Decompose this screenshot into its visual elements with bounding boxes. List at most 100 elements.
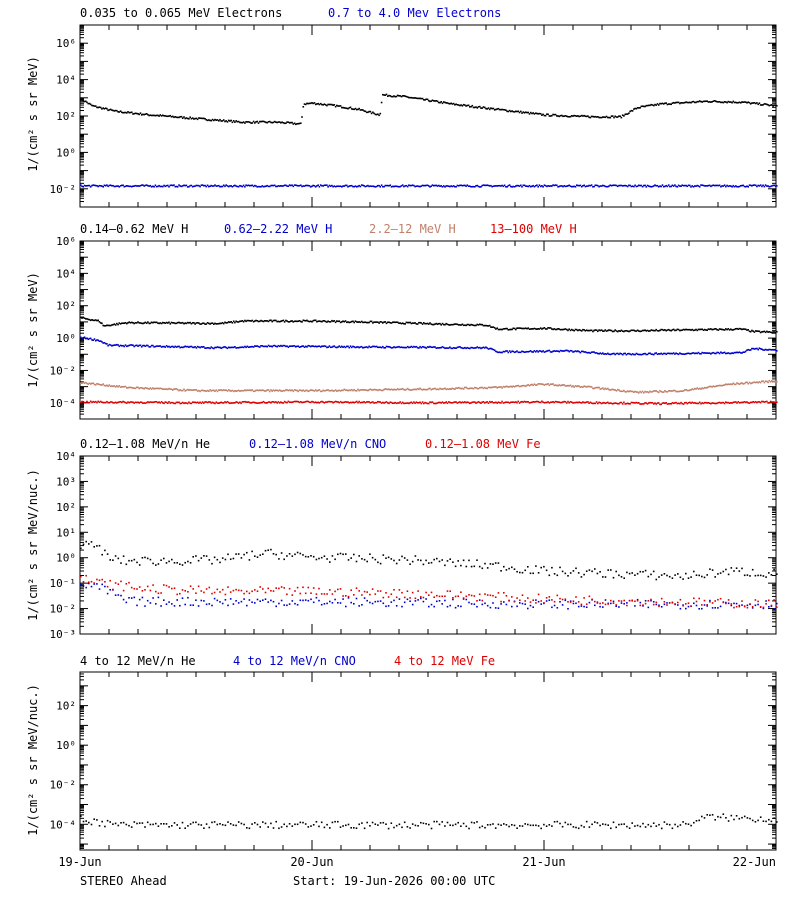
data-point — [403, 601, 406, 604]
data-point — [214, 184, 216, 186]
data-point — [598, 116, 600, 119]
data-point — [655, 328, 657, 331]
data-point — [331, 184, 333, 187]
data-point — [741, 382, 743, 384]
data-point — [703, 604, 706, 606]
data-point — [133, 587, 136, 590]
data-point — [677, 184, 680, 187]
data-point — [224, 120, 226, 123]
data-point — [634, 107, 636, 110]
data-point — [175, 116, 178, 119]
data-point — [421, 323, 424, 325]
data-point — [403, 388, 405, 391]
data-point — [329, 600, 331, 603]
data-point — [725, 383, 727, 385]
data-point — [240, 320, 242, 322]
data-point — [726, 184, 728, 187]
data-point — [572, 602, 575, 605]
data-point — [471, 387, 474, 390]
data-point — [126, 112, 128, 114]
data-point — [468, 594, 470, 596]
data-point — [638, 184, 640, 187]
data-point — [82, 543, 85, 546]
data-point — [349, 185, 352, 187]
data-point — [114, 109, 117, 112]
data-point — [743, 351, 746, 353]
data-point — [497, 328, 500, 331]
data-point — [385, 184, 388, 187]
data-point — [138, 344, 140, 347]
data-point — [189, 562, 192, 564]
data-point — [183, 402, 185, 405]
data-point — [298, 122, 301, 125]
data-point — [152, 114, 154, 117]
data-point — [317, 345, 319, 348]
data-point — [697, 328, 700, 331]
data-point — [554, 384, 557, 386]
data-point — [603, 116, 605, 118]
data-point — [219, 601, 221, 603]
data-point — [765, 576, 767, 578]
data-point — [275, 121, 277, 123]
data-point — [332, 390, 334, 392]
data-point — [224, 321, 226, 324]
data-point — [607, 569, 609, 571]
data-point — [698, 186, 701, 188]
data-point — [475, 106, 477, 108]
data-point — [379, 600, 382, 602]
data-point — [190, 389, 193, 391]
data-point — [741, 600, 743, 602]
data-point — [736, 382, 738, 384]
data-point — [86, 318, 88, 320]
data-point — [714, 607, 716, 609]
data-point — [733, 328, 736, 331]
data-point — [584, 115, 587, 117]
data-point — [695, 574, 698, 576]
data-point — [172, 184, 174, 187]
data-point — [567, 608, 569, 610]
data-point — [176, 388, 179, 391]
data-point — [350, 557, 352, 559]
data-point — [358, 321, 360, 323]
data-point — [761, 348, 763, 350]
data-point — [204, 347, 206, 349]
data-point — [230, 390, 232, 392]
data-point — [227, 604, 229, 607]
data-point — [620, 329, 623, 332]
data-point — [444, 323, 446, 326]
data-point — [726, 401, 728, 404]
data-point — [620, 116, 623, 119]
data-point — [225, 120, 227, 122]
data-point — [452, 323, 455, 326]
data-point — [312, 102, 314, 105]
data-point — [518, 351, 521, 354]
data-point — [498, 184, 501, 187]
data-point — [523, 327, 526, 330]
data-point — [93, 184, 96, 187]
data-point — [295, 184, 297, 186]
data-point — [288, 389, 291, 391]
data-point — [336, 390, 338, 392]
data-point — [301, 401, 303, 404]
data-point — [252, 320, 255, 323]
data-point — [689, 401, 691, 404]
data-point — [245, 320, 247, 323]
data-point — [141, 590, 144, 592]
data-point — [119, 185, 122, 187]
data-point — [410, 389, 413, 391]
data-point — [276, 185, 278, 188]
data-point — [116, 185, 118, 187]
data-point — [658, 605, 660, 608]
data-point — [251, 184, 254, 187]
data-point — [96, 319, 98, 322]
data-point — [420, 559, 422, 562]
data-point — [536, 184, 538, 186]
data-point — [225, 322, 227, 324]
data-point — [171, 558, 173, 561]
data-point — [480, 186, 482, 188]
data-point — [614, 353, 616, 356]
data-point — [373, 321, 375, 323]
data-point — [236, 185, 239, 188]
data-point — [214, 346, 216, 349]
data-point — [208, 119, 210, 121]
